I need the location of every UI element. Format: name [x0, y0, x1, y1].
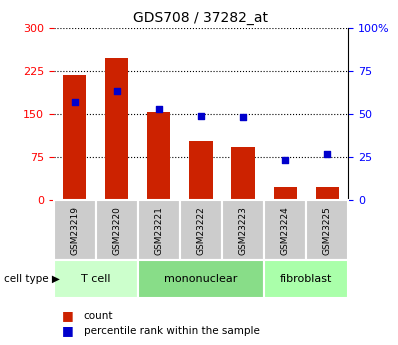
Point [282, 158, 288, 163]
Title: GDS708 / 37282_at: GDS708 / 37282_at [133, 11, 269, 25]
Text: ■: ■ [62, 309, 74, 322]
Point [114, 89, 120, 94]
Bar [138, 200, 180, 260]
Point [198, 113, 204, 118]
Bar [63, 75, 86, 200]
Text: percentile rank within the sample: percentile rank within the sample [84, 326, 259, 335]
Bar [180, 200, 222, 260]
Text: ■: ■ [62, 324, 74, 337]
Text: GSM23224: GSM23224 [281, 206, 290, 255]
Point [324, 151, 330, 156]
Text: GSM23220: GSM23220 [112, 206, 121, 255]
Text: T cell: T cell [81, 275, 111, 284]
Bar [189, 141, 213, 200]
Bar [232, 147, 255, 200]
Text: GSM23219: GSM23219 [70, 206, 79, 255]
Bar [264, 200, 306, 260]
Bar [264, 260, 348, 298]
Bar [96, 200, 138, 260]
Bar [316, 187, 339, 200]
Text: GSM23221: GSM23221 [154, 206, 164, 255]
Text: GSM23225: GSM23225 [323, 206, 332, 255]
Bar [273, 187, 297, 200]
Text: cell type ▶: cell type ▶ [4, 275, 60, 284]
Point [156, 106, 162, 111]
Point [240, 115, 246, 120]
Bar [147, 112, 170, 200]
Text: fibroblast: fibroblast [280, 275, 332, 284]
Bar [306, 200, 348, 260]
Text: GSM23222: GSM23222 [197, 206, 205, 255]
Text: mononuclear: mononuclear [164, 275, 238, 284]
Bar [222, 200, 264, 260]
Point [72, 99, 78, 105]
Bar [138, 260, 264, 298]
Bar [105, 58, 129, 200]
Text: count: count [84, 311, 113, 321]
Text: GSM23223: GSM23223 [238, 206, 248, 255]
Bar [54, 200, 96, 260]
Bar [54, 260, 138, 298]
